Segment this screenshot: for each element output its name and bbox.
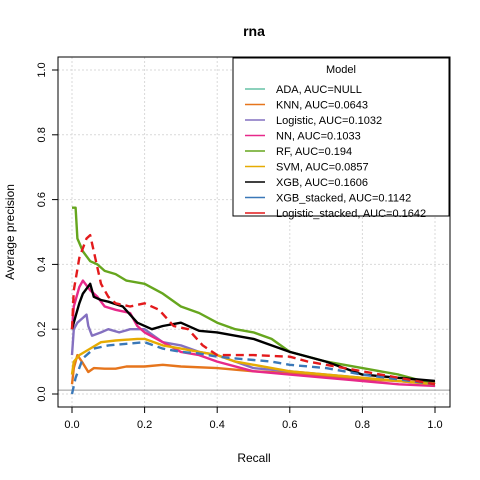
series-line	[70, 337, 436, 386]
x-tick-label: 0.2	[137, 419, 152, 431]
legend-items: ADA, AUC=NULL KNN, AUC=0.0643 Logistic, AU…	[245, 84, 426, 220]
y-axis: 0.0 0.2 0.4 0.6 0.8 1.0	[36, 62, 58, 402]
y-tick-label: 0.8	[36, 127, 48, 142]
legend-label: Logistic_stacked, AUC=0.1642	[276, 208, 426, 220]
legend-label: XGB, AUC=0.1606	[276, 177, 368, 189]
plot-frame	[57, 56, 451, 408]
legend-box	[232, 57, 450, 217]
y-tick-label: 0.6	[36, 192, 48, 207]
legend: Model ADA, AUC=NULL KNN, AUC=0.0643 Logist…	[232, 57, 450, 220]
legend-label: Logistic, AUC=0.1032	[276, 115, 382, 127]
series-line	[70, 282, 436, 383]
x-axis: 0.0 0.2 0.4 0.6 0.8 1.0	[64, 407, 443, 431]
x-tick-label: 0.0	[64, 419, 79, 431]
series-line	[70, 341, 436, 395]
legend-label: RF, AUC=0.194	[276, 146, 352, 158]
y-tick-label: 0.4	[36, 257, 48, 272]
legend-title: Model	[326, 64, 356, 76]
chart-title: rna	[243, 23, 265, 39]
series-line	[70, 234, 436, 386]
x-tick-label: 0.8	[355, 419, 370, 431]
legend-label: ADA, AUC=NULL	[276, 84, 362, 96]
legend-label: KNN, AUC=0.0643	[276, 100, 368, 112]
y-tick-label: 1.0	[36, 62, 48, 77]
series-lines	[70, 206, 436, 395]
y-tick-label: 0.2	[36, 322, 48, 337]
x-tick-label: 0.4	[210, 419, 225, 431]
legend-label: NN, AUC=0.1033	[276, 131, 361, 143]
x-tick-label: 1.0	[427, 419, 442, 431]
x-tick-label: 0.6	[282, 419, 297, 431]
legend-label: XGB_stacked, AUC=0.1142	[276, 193, 411, 205]
series-line	[70, 279, 436, 388]
legend-label: SVM, AUC=0.0857	[276, 162, 369, 174]
y-tick-label: 0.0	[36, 386, 48, 401]
series-line	[70, 353, 436, 385]
y-axis-label: Average precision	[3, 184, 17, 280]
x-axis-label: Recall	[237, 451, 270, 465]
